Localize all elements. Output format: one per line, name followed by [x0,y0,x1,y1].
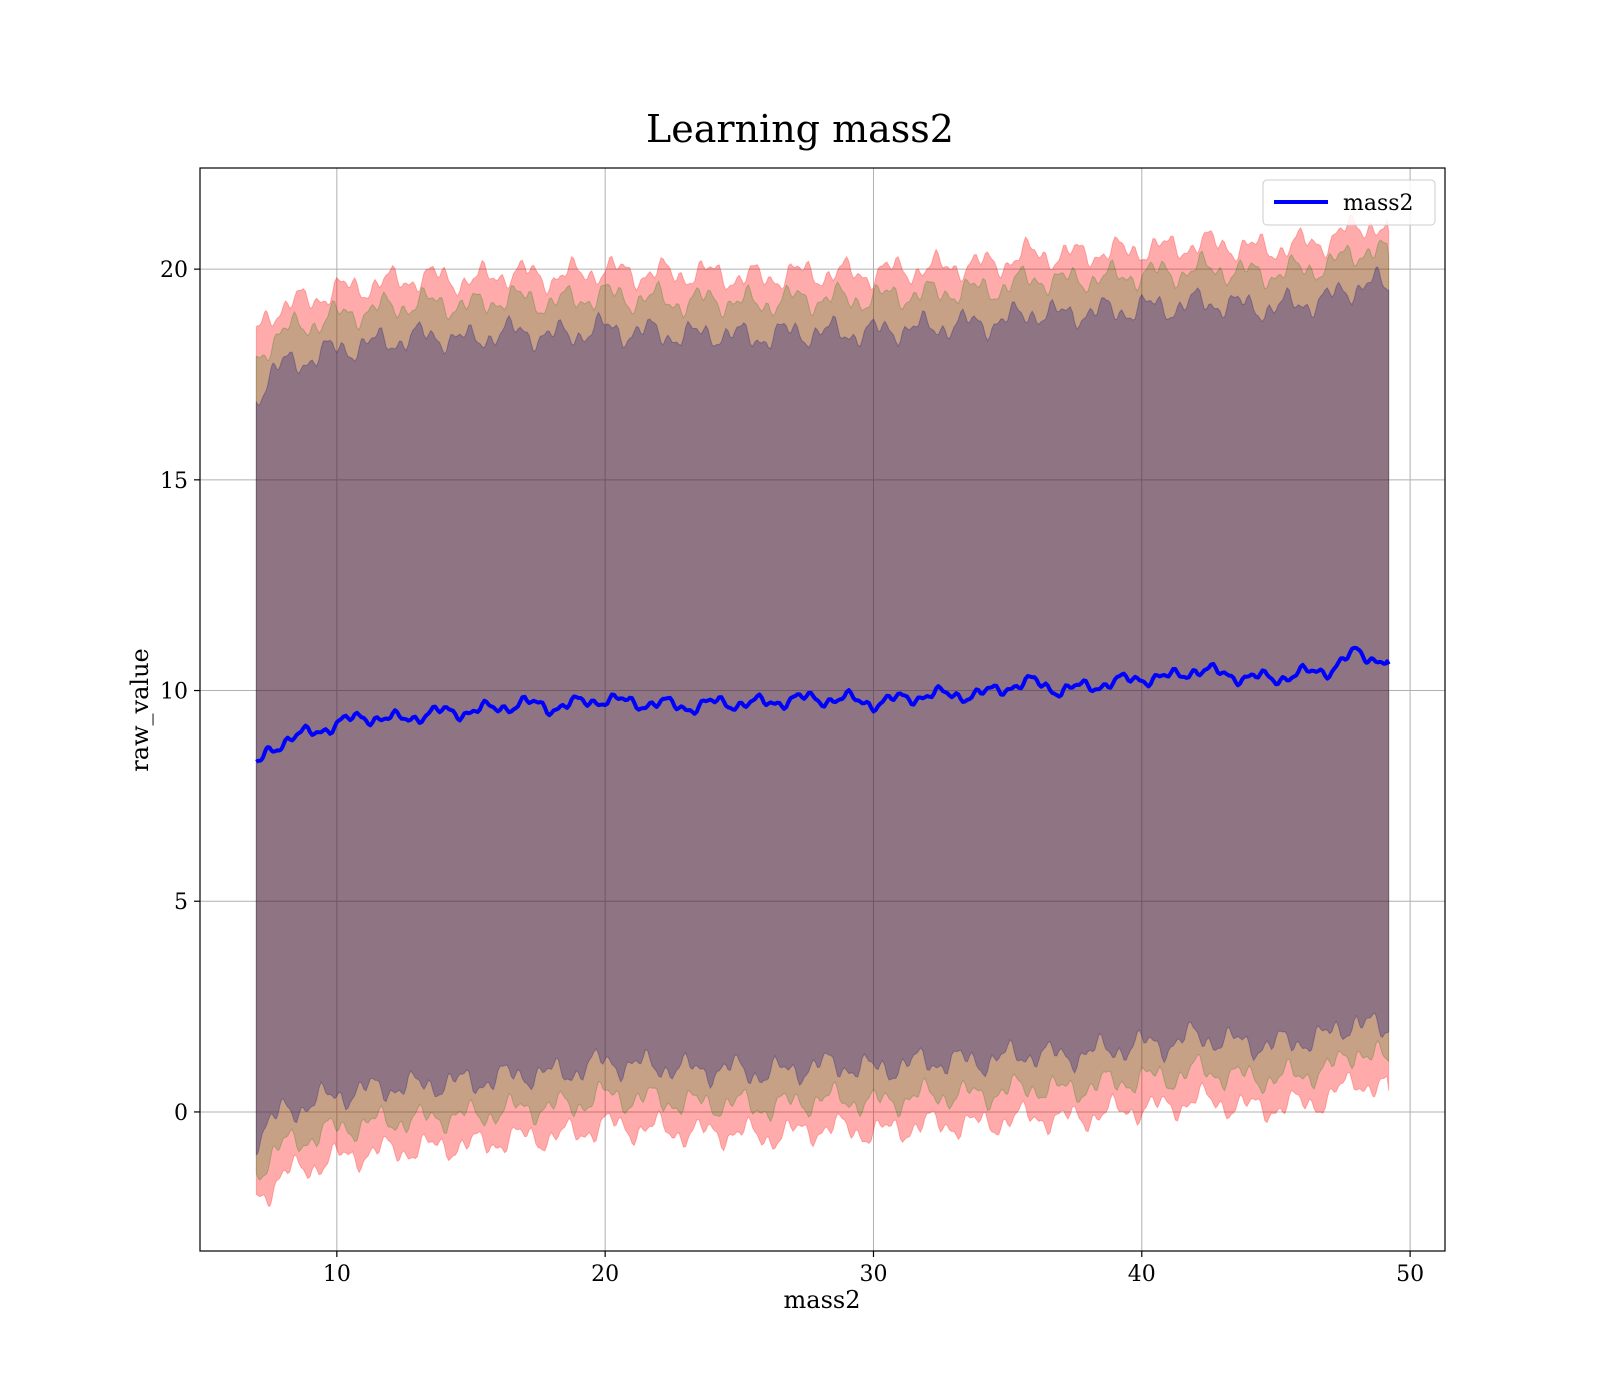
y-axis-ticks: 0 5 10 15 20 [160,258,200,1126]
y-tick-label: 20 [160,258,188,283]
confidence-bands [255,213,1390,1207]
band-2 [255,266,1390,1156]
legend-box [1262,179,1436,226]
grid [200,168,1445,1251]
y-tick-label: 0 [174,1101,188,1126]
x-tick-label: 10 [323,1262,351,1287]
y-tick-label: 15 [160,469,188,494]
legend: mass2 [1262,179,1436,226]
band-0 [255,213,1390,1207]
x-tick-label: 20 [591,1262,619,1287]
y-tick-label: 10 [160,680,188,705]
x-tick-label: 40 [1128,1262,1156,1287]
series-line-mass2 [255,645,1391,764]
chart-title: Learning mass2 [646,107,954,151]
x-axis-label: mass2 [784,1286,861,1314]
series-lines [255,645,1391,764]
plot-frame [199,167,1446,1252]
x-tick-label: 30 [859,1262,887,1287]
y-axis-label: raw_value [126,648,154,772]
band-1 [255,239,1390,1181]
legend-label-mass2: mass2 [1343,191,1414,216]
x-axis-ticks: 10 20 30 40 50 [323,1251,1424,1287]
x-tick-label: 50 [1396,1262,1424,1287]
y-tick-label: 5 [174,890,188,915]
